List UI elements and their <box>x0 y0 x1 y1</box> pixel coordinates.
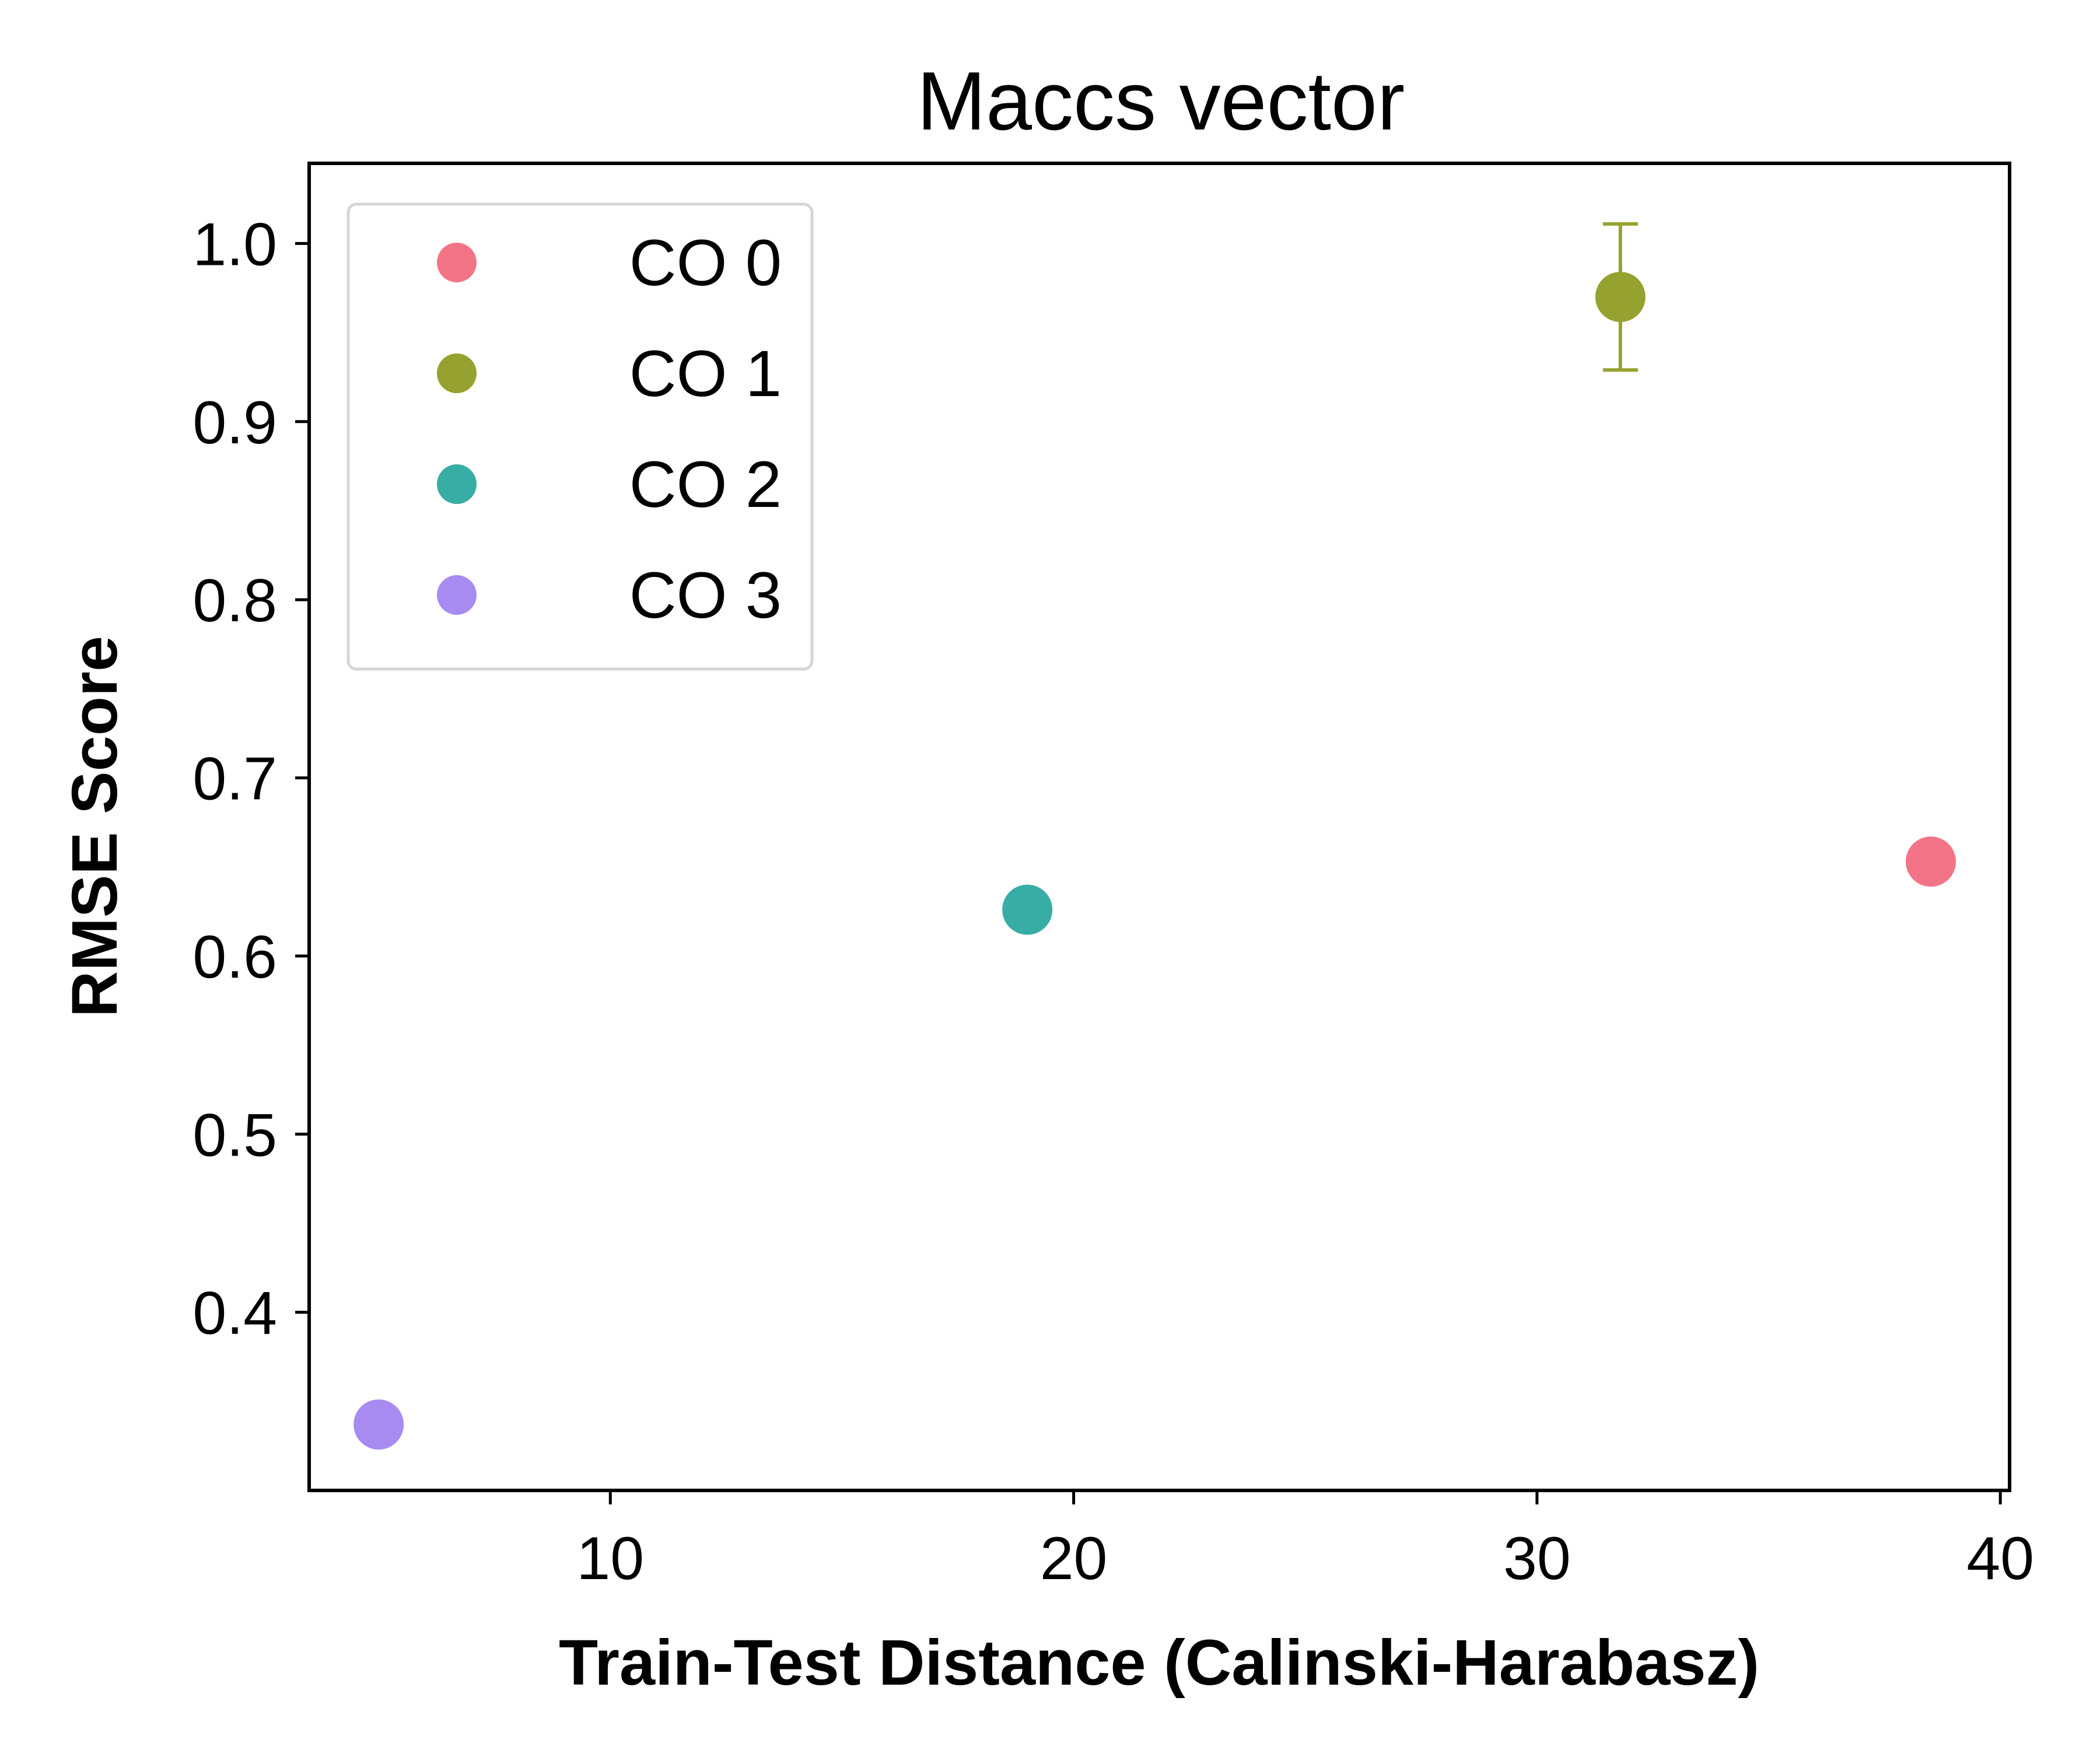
legend: CO 0 CO 1 CO 2 CO 3 <box>346 202 814 671</box>
plot-frame <box>307 162 2011 1492</box>
legend-label: CO 0 <box>629 226 782 299</box>
legend-label: CO 3 <box>629 559 782 632</box>
y-tick-label: 1.0 <box>192 211 277 278</box>
y-tick-label: 0.4 <box>192 1280 277 1348</box>
legend-frame <box>346 202 814 671</box>
axes: 10 20 30 40 0.4 0.5 0.6 0.7 0.8 0.9 1.0 <box>192 211 2034 1592</box>
y-tick-label: 0.5 <box>192 1101 277 1169</box>
data-point <box>354 1399 404 1450</box>
y-tick-label: 0.9 <box>192 389 277 457</box>
x-tick-label: 40 <box>1966 1525 2034 1592</box>
x-axis-label: Train-Test Distance (Calinski-Harabasz) <box>559 1627 1759 1699</box>
x-tick-label: 30 <box>1503 1525 1571 1592</box>
x-tick-label: 20 <box>1040 1525 1108 1592</box>
y-tick-label: 0.7 <box>192 746 277 813</box>
legend-label: CO 1 <box>629 337 782 410</box>
data-point <box>1002 884 1053 935</box>
data-points <box>354 222 1956 1450</box>
chart-title: Maccs vector <box>917 55 1405 148</box>
y-axis-label: RMSE Score <box>59 636 131 1017</box>
legend-marker <box>437 575 477 615</box>
legend-label: CO 2 <box>629 448 782 521</box>
y-tick-label: 0.6 <box>192 923 277 991</box>
legend-marker <box>437 243 477 282</box>
data-point <box>1905 836 1956 887</box>
y-tick-label: 0.8 <box>192 567 277 635</box>
data-point <box>1595 272 1646 323</box>
x-tick-label: 10 <box>576 1525 644 1592</box>
legend-marker <box>437 464 477 504</box>
legend-marker <box>437 354 477 393</box>
